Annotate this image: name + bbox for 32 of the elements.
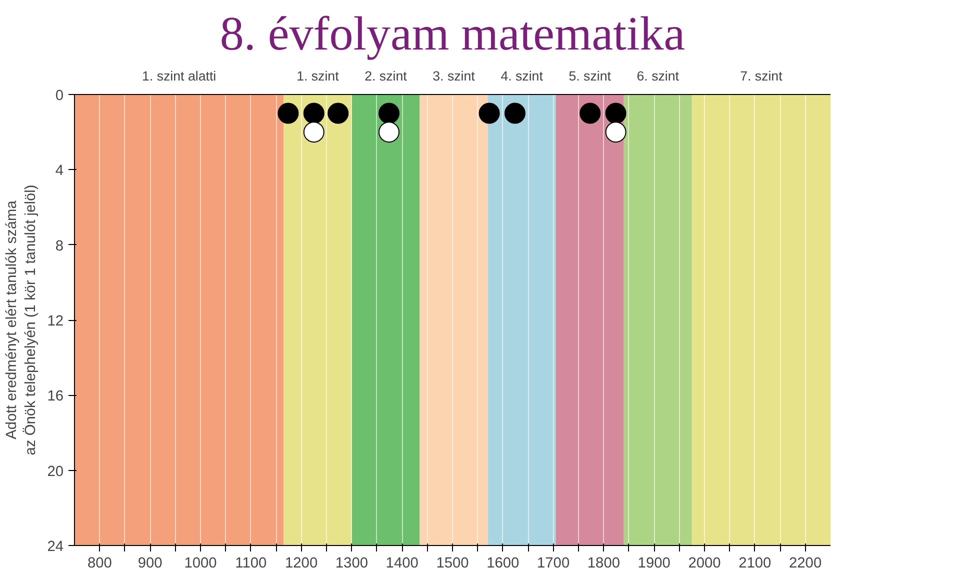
y-tick-label: 4 [55,163,64,180]
y-tick-label: 12 [47,314,64,330]
x-tick-label: 2100 [738,556,772,572]
x-tick-label: 2200 [789,556,822,572]
band-label: 6. szint [636,68,680,84]
band-label: 1. szint [296,68,340,84]
y-tick-label: 20 [47,464,64,480]
x-tick-label: 1500 [436,556,469,572]
x-tick-label: 900 [138,556,162,572]
band-label: 4. szint [500,68,544,84]
y-tick-label: 8 [55,238,64,254]
band-label: 3. szint [432,68,476,84]
x-tick-label: 1400 [386,556,418,572]
band-label: 1. szint alatti [142,68,216,84]
band-label: 2. szint [364,68,408,84]
x-tick-label: 1600 [486,556,520,572]
x-tick-label: 1000 [184,556,217,572]
x-tick-label: 1800 [587,556,620,572]
x-tick-label: 1100 [235,556,267,572]
band-label: 7. szint [740,68,783,84]
x-tick-label: 1900 [638,556,670,572]
y-tick-label: 24 [47,539,64,555]
x-tick-label: 2000 [688,556,721,572]
y-tick-label: 16 [47,388,64,405]
y-tick-label: 0 [55,88,64,104]
y-axis-title: Adott eredményt elért tanulók száma az Önök telephelyén (1 kör 1 tanulót jelöl) [4,184,40,456]
band-label: 5. szint [568,68,612,84]
x-tick-label: 1200 [285,556,318,572]
x-tick-label: 800 [87,556,112,572]
x-tick-label: 1700 [537,556,570,572]
chart-title: 8. évfolyam matematika [220,8,686,60]
x-tick-label: 1300 [335,556,368,572]
